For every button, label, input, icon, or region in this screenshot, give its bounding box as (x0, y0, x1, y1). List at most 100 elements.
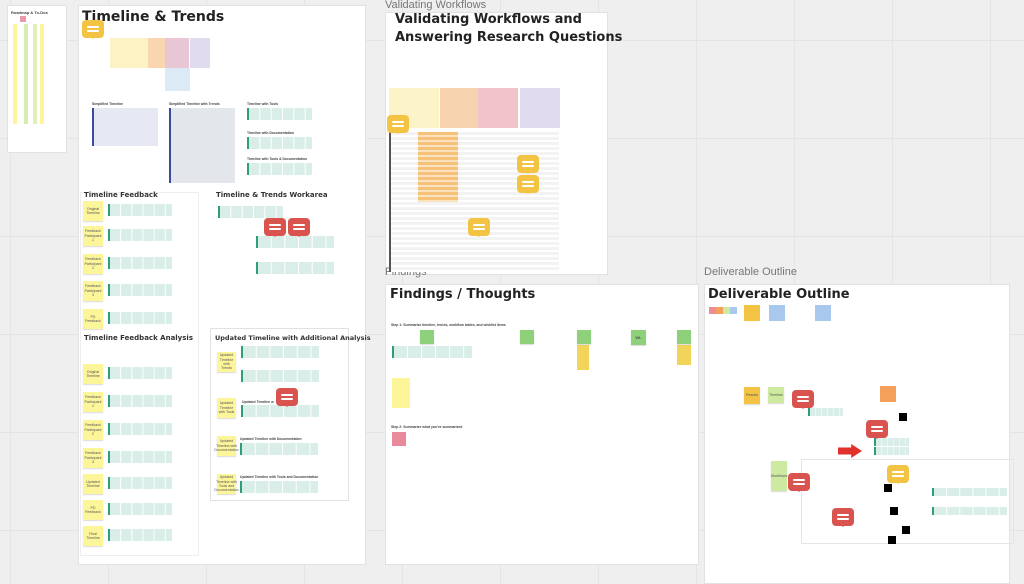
subheading: Timeline with Tools (247, 102, 279, 106)
timeline-table (108, 529, 172, 541)
sticky-wl[interactable]: WL (631, 330, 646, 345)
timeline-table (108, 477, 172, 489)
timeline-table (108, 451, 172, 463)
sticky-note[interactable]: Feedback Participant 2 (83, 420, 103, 440)
comment-icon[interactable] (276, 388, 298, 407)
timeline-table (108, 395, 172, 407)
workflow-table-highlight (418, 132, 458, 202)
timeline-table (108, 503, 172, 515)
black-square (902, 526, 910, 534)
timeline-table (256, 236, 334, 248)
timeline-table (108, 204, 172, 216)
comment-icon[interactable] (517, 175, 539, 194)
findings-label: Findings (385, 266, 427, 278)
workarea-title: Timeline & Trends Workarea (216, 191, 328, 199)
deliverable-frame[interactable] (704, 284, 1010, 584)
comment-icon[interactable] (387, 115, 409, 134)
subheading: Timeline with Documentation (247, 131, 295, 135)
sticky-note[interactable]: Feedback Participant 1 (83, 392, 103, 412)
simplified-timeline-trends (169, 108, 235, 183)
roadmap-column (40, 24, 44, 124)
comment-icon[interactable] (82, 20, 104, 39)
comment-icon[interactable] (792, 390, 814, 409)
subheading: Updated Timeline with Tools and Document… (240, 475, 319, 479)
sticky-note[interactable]: Updated Timeline with Tools (217, 398, 236, 418)
sticky-orange (880, 386, 896, 402)
sticky-results[interactable]: Results (744, 387, 760, 404)
sticky-note[interactable]: Updated Timeline with Documentation (214, 436, 239, 456)
comment-icon[interactable] (517, 155, 539, 174)
deliverable-label: Deliverable Outline (704, 266, 797, 278)
sticky-red (392, 432, 406, 446)
timeline-table (932, 507, 1007, 515)
timeline-phase (165, 38, 189, 68)
timeline-table (241, 370, 319, 382)
color-key (730, 307, 737, 314)
timeline-table (108, 229, 172, 241)
comment-icon[interactable] (788, 473, 810, 492)
timeline-phase (165, 68, 190, 91)
comment-icon[interactable] (887, 465, 909, 484)
timeline-table (240, 481, 318, 493)
sticky-note[interactable]: Updated Timeline (83, 474, 103, 494)
sticky-note[interactable]: Final Timeline (83, 526, 103, 546)
roadmap-column (24, 24, 28, 124)
sticky-group (577, 345, 589, 370)
black-square (888, 536, 896, 544)
findings-title: Findings / Thoughts (390, 287, 536, 302)
timeline-phase (190, 38, 210, 68)
timeline-table (256, 262, 334, 274)
timeline-table (108, 423, 172, 435)
sticky-note[interactable]: Feedback Participant 3 (83, 448, 103, 468)
timeline-phase (148, 38, 165, 68)
roadmap-frame[interactable]: Roadmap & To-Dos (7, 5, 67, 153)
sticky-note[interactable]: Original Timeline (83, 201, 103, 221)
sticky-group (392, 378, 410, 408)
workflow-phase (520, 88, 560, 128)
step2-label: Step 2: Summarize what you've summarized (391, 425, 463, 429)
sticky-note[interactable]: PD Feedback (83, 500, 103, 520)
color-key (723, 307, 730, 314)
subheading: Updated Timeline w (242, 400, 274, 404)
comment-icon[interactable] (866, 420, 888, 439)
sticky-timeline[interactable]: Timeline (768, 387, 784, 403)
sticky-note[interactable]: Feedback Participant 2 (83, 254, 103, 274)
color-key (716, 307, 723, 314)
timeline-table (247, 108, 312, 120)
updated-title: Updated Timeline with Additional Analysi… (215, 334, 371, 342)
sticky-note[interactable]: Feedback Participant 1 (83, 226, 103, 246)
workflow-table (389, 132, 559, 272)
sticky-note[interactable] (677, 330, 691, 344)
validating-title-2: Answering Research Questions (395, 30, 623, 45)
timeline-table (240, 443, 318, 455)
sticky-note[interactable] (420, 330, 434, 344)
comment-icon[interactable] (288, 218, 310, 237)
workflow-phase (440, 88, 480, 128)
color-key (709, 307, 716, 314)
comment-icon[interactable] (468, 218, 490, 237)
step1-label: Step 1: Summarize timeline, trends, work… (391, 323, 506, 327)
roadmap-block (20, 16, 26, 22)
sticky-workflows[interactable]: Workflows (771, 461, 787, 491)
sticky-note[interactable]: PD Feedback (83, 309, 103, 329)
red-arrow-icon (838, 444, 862, 458)
timeline-table (247, 137, 312, 149)
deliverable-title: Deliverable Outline (708, 287, 850, 302)
comment-icon[interactable] (264, 218, 286, 237)
findings-frame[interactable] (385, 284, 699, 565)
sticky-note[interactable]: Updated Timeline with Trends (217, 352, 236, 372)
sticky-group (677, 345, 691, 365)
timeline-table (808, 408, 843, 416)
sticky-note[interactable]: Updated Timeline with Tools and Document… (214, 474, 239, 494)
sticky-note[interactable] (520, 330, 534, 344)
subheading: Simplified Timeline with Trends (169, 102, 220, 106)
black-square (899, 413, 907, 421)
sticky-note[interactable]: Feedback Participant 3 (83, 281, 103, 301)
workflow-phase (478, 88, 518, 128)
validating-title-1: Validating Workflows and (395, 12, 582, 27)
sticky-note[interactable] (577, 330, 591, 344)
comment-icon[interactable] (832, 508, 854, 527)
validating-label: Validating Workflows (385, 0, 487, 11)
timeline-table (108, 257, 172, 269)
sticky-note[interactable]: Original Timeline (83, 364, 103, 384)
